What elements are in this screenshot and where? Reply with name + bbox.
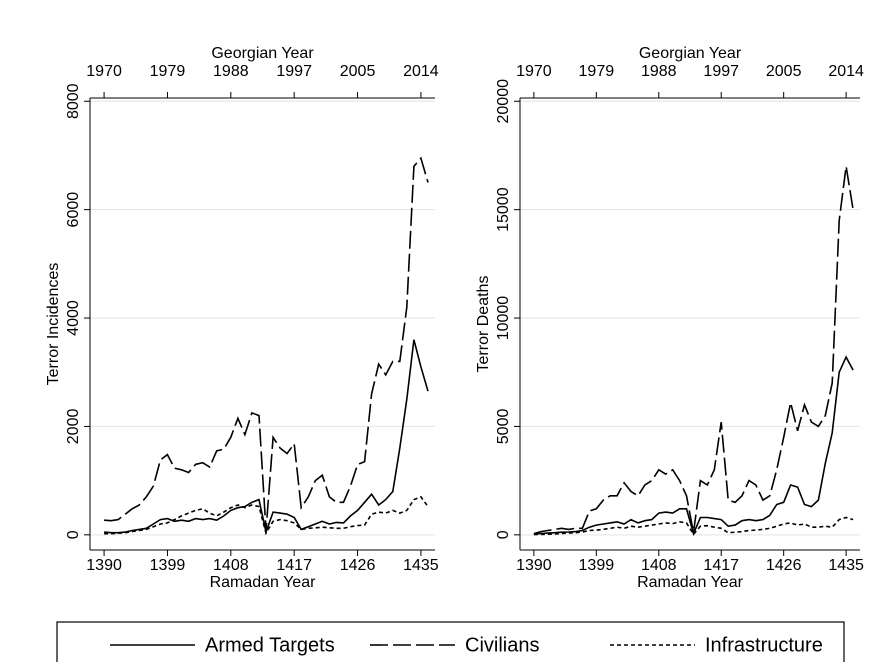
legend-label: Infrastructure	[705, 634, 823, 656]
series-line	[533, 166, 854, 535]
x-tick-label: 1399	[150, 557, 186, 574]
x-tick-label: 1426	[766, 557, 802, 574]
x2-tick-label: 2005	[766, 63, 802, 80]
x2-tick-label: 1997	[276, 63, 312, 80]
series-line	[533, 516, 854, 536]
x2-axis-title: Georgian Year	[211, 45, 314, 62]
x-tick-label: 1390	[86, 557, 122, 574]
x2-tick-label: 1979	[150, 63, 186, 80]
x-tick-label: 1408	[641, 557, 677, 574]
y-axis-title: Terror Incidences	[45, 263, 62, 386]
x2-tick-label: 2014	[828, 63, 864, 80]
y-tick-label: 8000	[65, 83, 82, 119]
x2-tick-label: 1997	[703, 63, 739, 80]
legend-label: Civilians	[465, 634, 539, 656]
y-tick-label: 4000	[65, 300, 82, 336]
x2-tick-label: 1970	[516, 63, 552, 80]
y-tick-label: 6000	[65, 192, 82, 228]
x-tick-label: 1435	[828, 557, 864, 574]
series-line	[533, 355, 854, 537]
x-tick-label: 1390	[516, 557, 552, 574]
legend-box	[56, 621, 845, 662]
series-line	[104, 495, 429, 536]
x2-tick-label: 1988	[213, 63, 249, 80]
y-tick-label: 10000	[495, 296, 512, 341]
y-tick-label: 20000	[495, 79, 512, 124]
y-tick-label: 0	[495, 530, 512, 539]
x2-tick-label: 1979	[579, 63, 615, 80]
x-tick-label: 1435	[403, 557, 439, 574]
x-tick-label: 1417	[703, 557, 739, 574]
y-tick-label: 5000	[495, 409, 512, 445]
series-line	[104, 156, 429, 531]
x-tick-label: 1417	[276, 557, 312, 574]
x2-axis-title: Georgian Year	[639, 45, 742, 62]
series-line	[104, 339, 429, 536]
legend-label: Armed Targets	[205, 634, 335, 656]
x2-tick-label: 2005	[340, 63, 376, 80]
x-axis-title: Ramadan Year	[210, 574, 317, 591]
x2-tick-label: 2014	[403, 63, 439, 80]
x-axis-title: Ramadan Year	[637, 574, 744, 591]
y-tick-label: 15000	[495, 187, 512, 232]
x2-tick-label: 1970	[86, 63, 122, 80]
y-tick-label: 2000	[65, 409, 82, 445]
y-tick-label: 0	[65, 530, 82, 539]
x-tick-label: 1399	[579, 557, 615, 574]
y-axis-title: Terror Deaths	[475, 276, 492, 373]
x-tick-label: 1408	[213, 557, 249, 574]
x-tick-label: 1426	[340, 557, 376, 574]
x2-tick-label: 1988	[641, 63, 677, 80]
